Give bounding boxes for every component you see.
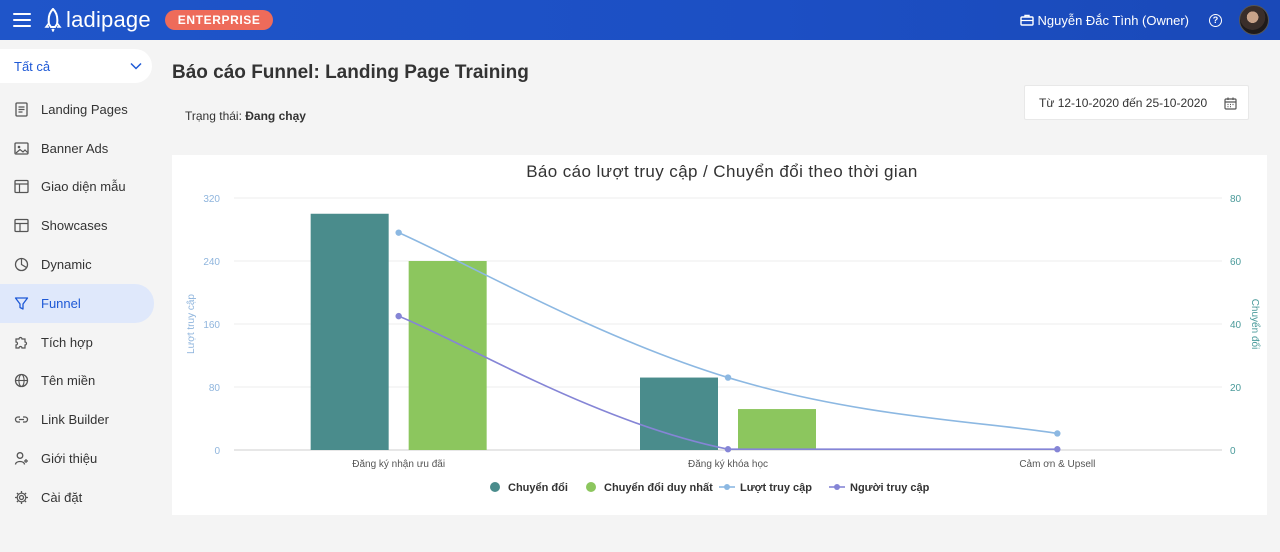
sidebar-item-banner-ads[interactable]: Banner Ads bbox=[0, 129, 154, 168]
link-icon bbox=[14, 416, 29, 423]
user-name: Nguyễn Đắc Tình (Owner) bbox=[1037, 12, 1190, 28]
left-tick-label: 320 bbox=[203, 194, 220, 205]
right-tick-label: 60 bbox=[1230, 257, 1242, 268]
gear-icon bbox=[15, 490, 28, 504]
account-menu[interactable]: Nguyễn Đắc Tình (Owner) bbox=[1019, 12, 1190, 28]
date-range-picker[interactable]: Từ 12-10-2020 đến 25-10-2020 bbox=[1024, 85, 1249, 120]
line-visitors-point bbox=[724, 446, 732, 453]
legend-label: Người truy cập bbox=[850, 482, 930, 494]
showcase-icon bbox=[14, 219, 29, 233]
sidebar-item-dynamic[interactable]: Dynamic bbox=[0, 245, 154, 284]
legend-marker bbox=[834, 484, 840, 490]
avatar[interactable] bbox=[1239, 5, 1269, 35]
chart-title: Báo cáo lượt truy cập / Chuyển đổi theo … bbox=[526, 162, 918, 181]
filter-select[interactable]: Tất cả bbox=[0, 49, 152, 83]
sidebar-item-label: Landing Pages bbox=[41, 101, 128, 117]
puzzle-icon bbox=[15, 336, 28, 349]
sidebar-item-label: Funnel bbox=[41, 295, 81, 311]
calendar-icon bbox=[1224, 97, 1237, 110]
filter-value: Tất cả bbox=[14, 58, 51, 74]
hamburger-menu-icon[interactable] bbox=[13, 13, 33, 27]
right-axis-label: Chuyển đổi bbox=[1249, 299, 1261, 350]
logo-text: ladipage bbox=[66, 7, 151, 32]
line-visitors-point bbox=[395, 312, 402, 320]
legend-label: Chuyển đổi bbox=[508, 482, 568, 494]
legend-marker bbox=[586, 482, 596, 492]
help-icon[interactable]: ? bbox=[1209, 13, 1222, 27]
globe-icon bbox=[14, 374, 29, 388]
sidebar-item-label: Link Builder bbox=[41, 412, 109, 428]
category-label: Đăng ký nhận ưu đãi bbox=[352, 459, 445, 470]
sidebar-item-label: Tích hợp bbox=[41, 334, 93, 350]
sidebar-item-link-builder[interactable]: Link Builder bbox=[0, 400, 154, 439]
bar-series bbox=[310, 213, 816, 450]
line-visits bbox=[398, 231, 1058, 435]
left-tick-label: 0 bbox=[214, 446, 220, 457]
sidebar: Tất cả Landing Pages Banner Ads Giao diệ… bbox=[0, 40, 160, 552]
legend-marker bbox=[724, 484, 730, 490]
sidebar-item-giao-dien-mau[interactable]: Giao diện mẫu bbox=[0, 168, 154, 207]
sidebar-item-label: Giới thiệu bbox=[41, 451, 98, 467]
top-header: ladipage ENTERPRISE Nguyễn Đắc Tình (Own… bbox=[0, 0, 1280, 40]
sidebar-item-cai-dat[interactable]: Cài đặt bbox=[0, 478, 154, 517]
image-icon bbox=[14, 142, 29, 155]
line-visitors bbox=[398, 315, 1058, 451]
line-visits-point bbox=[724, 374, 732, 381]
sidebar-item-landing-pages[interactable]: Landing Pages bbox=[0, 90, 154, 129]
sidebar-item-label: Cài đặt bbox=[41, 489, 83, 505]
right-tick-label: 0 bbox=[1230, 446, 1236, 457]
bar-unique-conversion bbox=[408, 261, 487, 450]
date-range-text: Từ 12-10-2020 đến 25-10-2020 bbox=[1039, 95, 1208, 110]
legend-label: Lượt truy cập bbox=[740, 482, 812, 494]
sidebar-item-showcases[interactable]: Showcases bbox=[0, 206, 154, 245]
sidebar-item-label: Banner Ads bbox=[41, 140, 109, 156]
bar-unique-conversion bbox=[738, 409, 816, 450]
user-area: Nguyễn Đắc Tình (Owner) ? bbox=[1019, 0, 1280, 40]
left-tick-label: 80 bbox=[209, 383, 221, 394]
sidebar-nav: Landing Pages Banner Ads Giao diện mẫu S… bbox=[0, 90, 160, 517]
category-label: Đăng ký khóa học bbox=[688, 459, 768, 470]
legend-marker bbox=[490, 482, 500, 492]
category-label: Cảm ơn & Upsell bbox=[1019, 459, 1095, 470]
sidebar-item-label: Showcases bbox=[41, 218, 108, 234]
sidebar-item-label: Dynamic bbox=[41, 257, 92, 273]
page-title: Báo cáo Funnel: Landing Page Training bbox=[172, 62, 529, 83]
bar-conversion bbox=[310, 213, 389, 450]
legend-label: Chuyển đổi duy nhất bbox=[604, 482, 713, 494]
left-axis-label: Lượt truy cập bbox=[186, 294, 197, 354]
document-icon bbox=[15, 102, 28, 117]
briefcase-icon bbox=[1019, 14, 1034, 26]
axes: 0 80 160 240 320 0 20 40 60 80 Lượt truy cập Chuyển… bbox=[186, 194, 1261, 470]
right-tick-label: 20 bbox=[1230, 383, 1242, 394]
legend: Chuyển đổi Chuyển đổi duy nhất Lượt truy c… bbox=[490, 482, 930, 494]
template-icon bbox=[14, 180, 29, 194]
dynamic-icon bbox=[14, 257, 29, 272]
ladipage-logo[interactable]: ladipage bbox=[43, 7, 151, 33]
status-label: Trạng thái: bbox=[185, 109, 242, 123]
line-visits-point bbox=[395, 229, 402, 236]
sidebar-item-label: Tên miền bbox=[41, 373, 96, 389]
line-series bbox=[395, 229, 1061, 453]
sidebar-item-label: Giao diện mẫu bbox=[41, 179, 126, 195]
right-tick-label: 40 bbox=[1230, 320, 1242, 331]
status-line: Trạng thái: Đang chạy bbox=[185, 109, 306, 123]
line-visitors-point bbox=[1054, 446, 1061, 453]
sidebar-item-funnel[interactable]: Funnel bbox=[0, 283, 154, 323]
left-tick-label: 240 bbox=[203, 257, 220, 268]
sidebar-item-gioi-thieu[interactable]: Giới thiệu bbox=[0, 439, 154, 478]
bar-conversion bbox=[640, 377, 718, 450]
status-value: Đang chạy bbox=[245, 109, 306, 123]
funnel-chart: Báo cáo lượt truy cập / Chuyển đổi theo … bbox=[186, 162, 1261, 494]
line-visits-point bbox=[1054, 430, 1061, 437]
chevron-down-icon bbox=[130, 62, 142, 70]
plan-badge: ENTERPRISE bbox=[164, 10, 274, 30]
sidebar-item-ten-mien[interactable]: Tên miền bbox=[0, 362, 154, 401]
funnel-icon bbox=[14, 297, 29, 310]
user-add-icon bbox=[14, 452, 28, 465]
right-tick-label: 80 bbox=[1230, 194, 1242, 205]
rocket-logo-icon bbox=[44, 8, 62, 32]
left-tick-label: 160 bbox=[203, 320, 220, 331]
chart-card: Báo cáo lượt truy cập / Chuyển đổi theo … bbox=[172, 155, 1267, 515]
sidebar-item-tich-hop[interactable]: Tích hợp bbox=[0, 323, 154, 362]
